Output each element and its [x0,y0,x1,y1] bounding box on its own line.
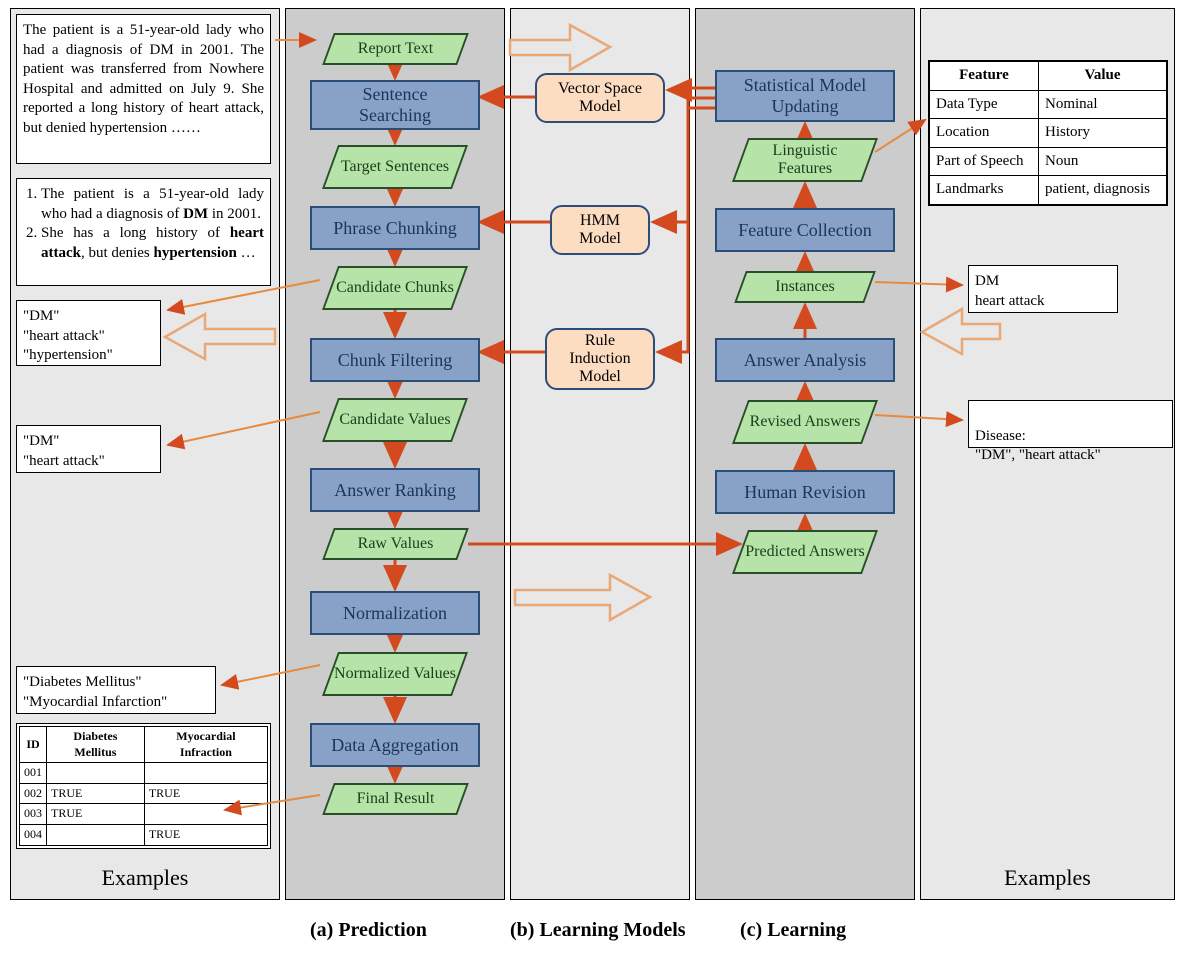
process-statistical-model-updating: Statistical Model Updating [715,70,895,122]
data-revised-answers: Revised Answers [732,400,878,444]
example-candidate-values: "DM""heart attack" [16,425,161,473]
example-revised-answers: Disease: "DM", "heart attack" [968,400,1173,448]
col-title-examples-left: Examples [11,865,279,891]
example-final-table: IDDiabetes MellitusMyocardial Infraction… [16,723,271,849]
data-raw-values: Raw Values [322,528,469,560]
data-candidate-values: Candidate Values [322,398,468,442]
example-target-sentences: The patient is a 51-year-old lady who ha… [16,178,271,286]
process-answer-analysis: Answer Analysis [715,338,895,382]
model-hmm-model: HMM Model [550,205,650,255]
col-title-examples-right: Examples [921,865,1174,891]
col-models [510,8,690,900]
process-sentence-searching: Sentence Searching [310,80,480,130]
process-human-revision: Human Revision [715,470,895,514]
label-learning: (c) Learning [740,919,846,942]
label-prediction: (a) Prediction [310,919,427,942]
process-data-aggregation: Data Aggregation [310,723,480,767]
label-models: (b) Learning Models [510,919,686,942]
data-instances: Instances [734,271,876,303]
process-feature-collection: Feature Collection [715,208,895,252]
process-phrase-chunking: Phrase Chunking [310,206,480,250]
data-candidate-chunks: Candidate Chunks [322,266,468,310]
process-answer-ranking: Answer Ranking [310,468,480,512]
process-chunk-filtering: Chunk Filtering [310,338,480,382]
example-feature-table: FeatureValueData TypeNominalLocationHist… [928,60,1168,206]
revised-answers-text: Disease: "DM", "heart attack" [975,428,1101,464]
data-normalized-values: Normalized Values [322,652,468,696]
data-linguistic-features: Linguistic Features [732,138,878,182]
process-normalization: Normalization [310,591,480,635]
example-normalized-values: "Diabetes Mellitus""Myocardial Infarctio… [16,666,216,714]
example-instances: DMheart attack [968,265,1118,313]
example-report-text: The patient is a 51-year-old lady who ha… [16,14,271,164]
data-final-result: Final Result [322,783,469,815]
model-vector-space-model: Vector Space Model [535,73,665,123]
example-candidate-chunks: "DM""heart attack""hypertension" [16,300,161,366]
model-rule-induction-model: Rule Induction Model [545,328,655,390]
report-text-content: The patient is a 51-year-old lady who ha… [23,22,264,136]
data-report-text: Report Text [322,33,469,65]
data-target-sentences: Target Sentences [322,145,468,189]
data-predicted-answers: Predicted Answers [732,530,878,574]
